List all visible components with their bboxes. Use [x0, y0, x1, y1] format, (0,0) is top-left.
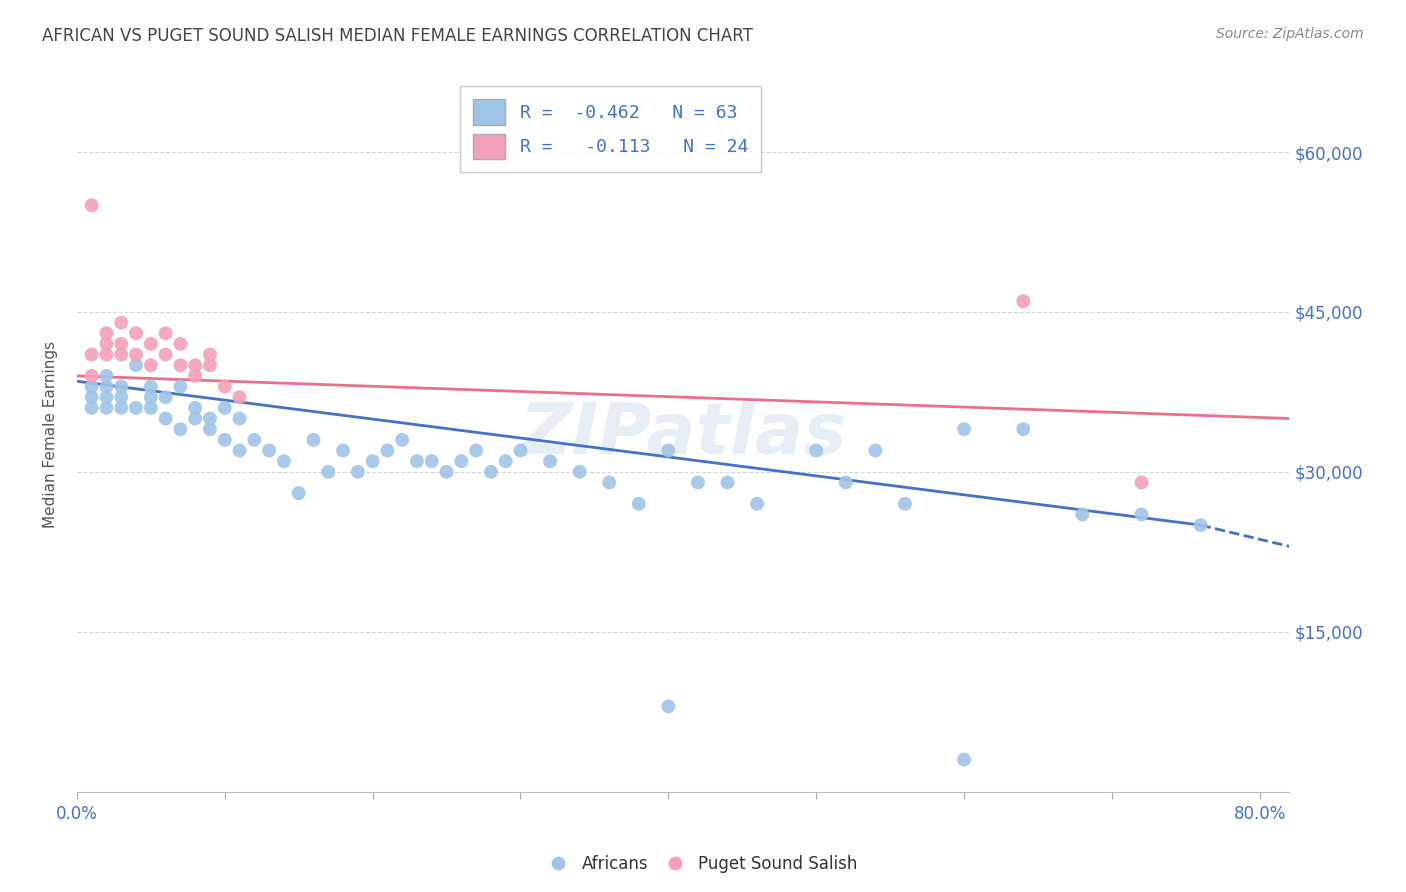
Point — [214, 401, 236, 415]
Point — [125, 358, 148, 372]
Point — [198, 348, 221, 362]
Point — [96, 379, 118, 393]
Point — [1012, 422, 1035, 436]
Point — [80, 348, 103, 362]
Point — [155, 348, 177, 362]
Point — [125, 326, 148, 341]
Point — [1189, 518, 1212, 533]
Point — [228, 443, 250, 458]
Point — [139, 401, 162, 415]
Legend: Africans, Puget Sound Salish: Africans, Puget Sound Salish — [541, 848, 865, 880]
Point — [465, 443, 488, 458]
Point — [80, 198, 103, 212]
Point — [657, 443, 679, 458]
Point — [1130, 475, 1153, 490]
Point — [155, 390, 177, 404]
Point — [214, 433, 236, 447]
Point — [257, 443, 280, 458]
Point — [155, 326, 177, 341]
Point — [228, 411, 250, 425]
Point — [198, 358, 221, 372]
Point — [80, 379, 103, 393]
Point — [96, 326, 118, 341]
Point — [243, 433, 266, 447]
Point — [745, 497, 768, 511]
Point — [598, 475, 620, 490]
Point — [406, 454, 429, 468]
Point — [125, 348, 148, 362]
Point — [96, 348, 118, 362]
Point — [865, 443, 887, 458]
Point — [184, 368, 207, 383]
Point — [806, 443, 828, 458]
Point — [96, 337, 118, 351]
Y-axis label: Median Female Earnings: Median Female Earnings — [44, 341, 58, 528]
Point — [184, 358, 207, 372]
Point — [495, 454, 517, 468]
Point — [332, 443, 354, 458]
Point — [377, 443, 399, 458]
Text: Source: ZipAtlas.com: Source: ZipAtlas.com — [1216, 27, 1364, 41]
Point — [361, 454, 384, 468]
Point — [686, 475, 709, 490]
Point — [287, 486, 309, 500]
Point — [716, 475, 738, 490]
Point — [316, 465, 339, 479]
Point — [125, 401, 148, 415]
Point — [436, 465, 458, 479]
Point — [96, 390, 118, 404]
Point — [538, 454, 561, 468]
Point — [169, 337, 191, 351]
Point — [169, 379, 191, 393]
Point — [198, 422, 221, 436]
Point — [509, 443, 531, 458]
Point — [953, 753, 976, 767]
Point — [273, 454, 295, 468]
Point — [302, 433, 325, 447]
Point — [96, 401, 118, 415]
Point — [627, 497, 650, 511]
Point — [110, 316, 132, 330]
Point — [110, 390, 132, 404]
Point — [155, 411, 177, 425]
Point — [184, 411, 207, 425]
Point — [835, 475, 858, 490]
Point — [346, 465, 368, 479]
Point — [894, 497, 917, 511]
Point — [450, 454, 472, 468]
Point — [169, 422, 191, 436]
Point — [657, 699, 679, 714]
Point — [568, 465, 591, 479]
Point — [420, 454, 443, 468]
Point — [214, 379, 236, 393]
Point — [80, 368, 103, 383]
Point — [80, 390, 103, 404]
Point — [139, 390, 162, 404]
Point — [169, 358, 191, 372]
Point — [139, 337, 162, 351]
Legend: R =  -0.462   N = 63, R =   -0.113   N = 24: R = -0.462 N = 63, R = -0.113 N = 24 — [460, 87, 761, 172]
Point — [110, 348, 132, 362]
Point — [1071, 508, 1094, 522]
Text: AFRICAN VS PUGET SOUND SALISH MEDIAN FEMALE EARNINGS CORRELATION CHART: AFRICAN VS PUGET SOUND SALISH MEDIAN FEM… — [42, 27, 754, 45]
Point — [1012, 294, 1035, 309]
Point — [139, 379, 162, 393]
Point — [953, 422, 976, 436]
Point — [184, 401, 207, 415]
Point — [139, 358, 162, 372]
Point — [479, 465, 502, 479]
Point — [110, 337, 132, 351]
Point — [110, 401, 132, 415]
Point — [198, 411, 221, 425]
Point — [80, 401, 103, 415]
Point — [228, 390, 250, 404]
Text: ZIPatlas: ZIPatlas — [519, 400, 846, 469]
Point — [391, 433, 413, 447]
Point — [1130, 508, 1153, 522]
Point — [110, 379, 132, 393]
Point — [96, 368, 118, 383]
